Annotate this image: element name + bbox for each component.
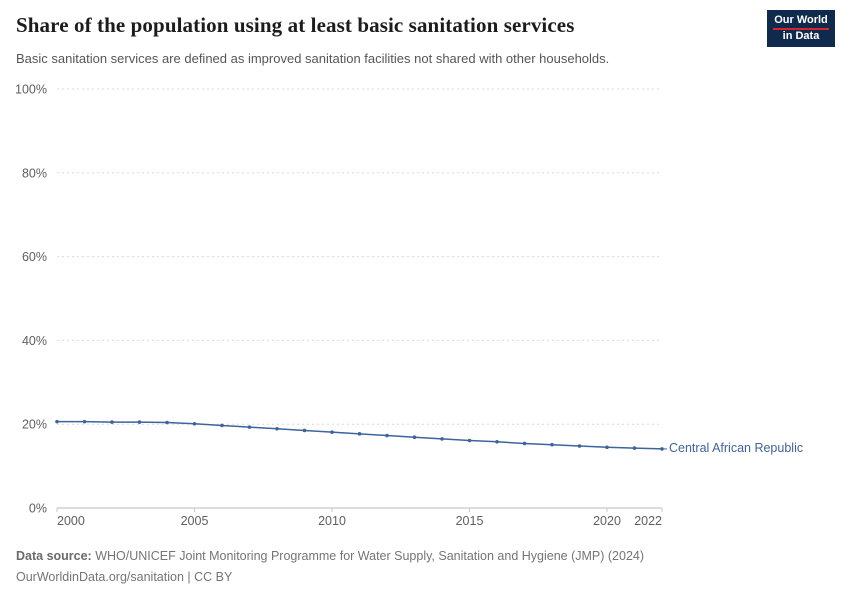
chart-subtitle: Basic sanitation services are defined as… bbox=[16, 51, 610, 66]
svg-text:100%: 100% bbox=[15, 83, 47, 97]
svg-text:2005: 2005 bbox=[181, 514, 209, 528]
series-label[interactable]: Central African Republic bbox=[669, 440, 804, 455]
svg-text:60%: 60% bbox=[22, 250, 47, 264]
owid-logo[interactable]: Our World in Data bbox=[767, 10, 835, 47]
data-source-text: WHO/UNICEF Joint Monitoring Programme fo… bbox=[95, 549, 645, 563]
svg-text:20%: 20% bbox=[22, 418, 47, 432]
data-source-label: Data source: bbox=[16, 549, 92, 563]
svg-text:2000: 2000 bbox=[57, 514, 85, 528]
owid-logo-line2: in Data bbox=[782, 30, 820, 42]
svg-text:2020: 2020 bbox=[593, 514, 621, 528]
chart-title: Share of the population using at least b… bbox=[16, 13, 575, 37]
data-source-line: Data source: WHO/UNICEF Joint Monitoring… bbox=[16, 546, 644, 567]
svg-text:2010: 2010 bbox=[318, 514, 346, 528]
chart-footer: Data source: WHO/UNICEF Joint Monitoring… bbox=[16, 546, 644, 588]
svg-text:2022: 2022 bbox=[634, 514, 662, 528]
svg-text:2015: 2015 bbox=[456, 514, 484, 528]
permalink-line[interactable]: OurWorldinData.org/sanitation | CC BY bbox=[16, 570, 233, 584]
svg-text:0%: 0% bbox=[29, 502, 47, 516]
svg-text:80%: 80% bbox=[22, 166, 47, 180]
owid-logo-line1: Our World bbox=[773, 14, 829, 30]
svg-text:40%: 40% bbox=[22, 334, 47, 348]
